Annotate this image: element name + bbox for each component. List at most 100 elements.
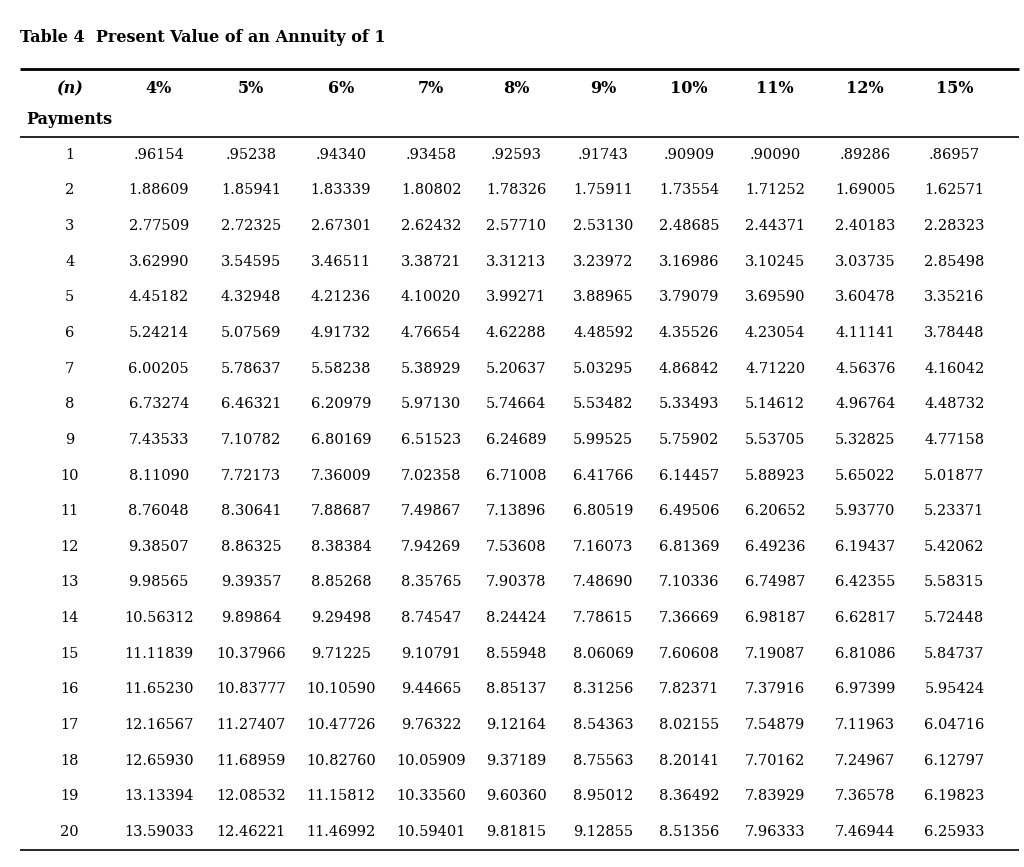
Text: 7.36578: 7.36578 (835, 789, 896, 803)
Text: 10.82760: 10.82760 (306, 753, 376, 767)
Text: 4.77158: 4.77158 (925, 433, 984, 447)
Text: 6.49236: 6.49236 (744, 540, 806, 554)
Text: 7.72173: 7.72173 (221, 468, 281, 483)
Text: 6.20652: 6.20652 (744, 504, 806, 518)
Text: 3.79079: 3.79079 (659, 290, 719, 304)
Text: 7.36009: 7.36009 (310, 468, 372, 483)
Text: 15: 15 (60, 647, 79, 661)
Text: 5.33493: 5.33493 (658, 397, 720, 411)
Text: 8%: 8% (503, 80, 529, 97)
Text: 11.46992: 11.46992 (306, 825, 376, 839)
Text: 10.83777: 10.83777 (216, 682, 286, 696)
Text: 1: 1 (66, 147, 74, 162)
Text: 5.24214: 5.24214 (129, 326, 188, 340)
Text: 8.02155: 8.02155 (659, 718, 719, 732)
Text: 5.53482: 5.53482 (573, 397, 633, 411)
Text: 6.49506: 6.49506 (658, 504, 720, 518)
Text: 1.78326: 1.78326 (486, 184, 546, 198)
Text: 7.46944: 7.46944 (836, 825, 895, 839)
Text: 9.10791: 9.10791 (401, 647, 461, 661)
Text: 8.74547: 8.74547 (401, 611, 461, 625)
Text: 5.23371: 5.23371 (925, 504, 984, 518)
Text: 7.83929: 7.83929 (745, 789, 805, 803)
Text: 12: 12 (60, 540, 79, 554)
Text: 2.44371: 2.44371 (745, 219, 805, 233)
Text: 8.55948: 8.55948 (486, 647, 546, 661)
Text: 4%: 4% (145, 80, 172, 97)
Text: 4.48732: 4.48732 (925, 397, 984, 411)
Text: 7.11963: 7.11963 (836, 718, 895, 732)
Text: 8: 8 (65, 397, 75, 411)
Text: 10.05909: 10.05909 (396, 753, 466, 767)
Text: 3.88965: 3.88965 (572, 290, 634, 304)
Text: 6.24689: 6.24689 (485, 433, 547, 447)
Text: 6.51523: 6.51523 (401, 433, 461, 447)
Text: 5.75902: 5.75902 (659, 433, 719, 447)
Text: 4.56376: 4.56376 (835, 362, 896, 375)
Text: 5.74664: 5.74664 (486, 397, 546, 411)
Text: 4.45182: 4.45182 (129, 290, 188, 304)
Text: .90909: .90909 (664, 147, 715, 162)
Text: .89286: .89286 (840, 147, 891, 162)
Text: .90090: .90090 (750, 147, 801, 162)
Text: .96154: .96154 (133, 147, 184, 162)
Text: 7.13896: 7.13896 (486, 504, 546, 518)
Text: 3.69590: 3.69590 (744, 290, 806, 304)
Text: 8.06069: 8.06069 (572, 647, 634, 661)
Text: 6.46321: 6.46321 (221, 397, 281, 411)
Text: 4.21236: 4.21236 (311, 290, 371, 304)
Text: 5.95424: 5.95424 (925, 682, 984, 696)
Text: 1.69005: 1.69005 (836, 184, 895, 198)
Text: 6.25933: 6.25933 (924, 825, 985, 839)
Text: .93458: .93458 (406, 147, 457, 162)
Text: 4.11141: 4.11141 (836, 326, 895, 340)
Text: 6.62817: 6.62817 (836, 611, 895, 625)
Text: 11.11839: 11.11839 (124, 647, 194, 661)
Text: 19: 19 (60, 789, 79, 803)
Text: 12.16567: 12.16567 (124, 718, 194, 732)
Text: 10.59401: 10.59401 (396, 825, 466, 839)
Text: 6.14457: 6.14457 (659, 468, 719, 483)
Text: 1.71252: 1.71252 (745, 184, 805, 198)
Text: 5.65022: 5.65022 (836, 468, 895, 483)
Text: 10.33560: 10.33560 (396, 789, 466, 803)
Text: 6.42355: 6.42355 (836, 576, 895, 590)
Text: 10.47726: 10.47726 (306, 718, 376, 732)
Text: 9.29498: 9.29498 (311, 611, 371, 625)
Text: 3.60478: 3.60478 (835, 290, 896, 304)
Text: 10%: 10% (671, 80, 708, 97)
Text: 5.14612: 5.14612 (745, 397, 805, 411)
Text: 7.90378: 7.90378 (485, 576, 547, 590)
Text: 3.99271: 3.99271 (486, 290, 546, 304)
Text: 2.40183: 2.40183 (836, 219, 895, 233)
Text: 13.13394: 13.13394 (124, 789, 194, 803)
Text: 2.53130: 2.53130 (573, 219, 633, 233)
Text: 18: 18 (60, 753, 79, 767)
Text: 6.81369: 6.81369 (658, 540, 720, 554)
Text: 9.39357: 9.39357 (221, 576, 281, 590)
Text: 11.65230: 11.65230 (124, 682, 194, 696)
Text: 1.73554: 1.73554 (659, 184, 719, 198)
Text: 6.71008: 6.71008 (485, 468, 547, 483)
Text: 3.31213: 3.31213 (486, 255, 546, 269)
Text: 5.53705: 5.53705 (745, 433, 805, 447)
Text: 12.08532: 12.08532 (216, 789, 286, 803)
Text: 7: 7 (65, 362, 75, 375)
Text: 1.88609: 1.88609 (128, 184, 189, 198)
Text: 3.10245: 3.10245 (745, 255, 805, 269)
Text: 8.36492: 8.36492 (658, 789, 720, 803)
Text: 12.65930: 12.65930 (124, 753, 194, 767)
Text: 6.80169: 6.80169 (310, 433, 372, 447)
Text: 5.78637: 5.78637 (220, 362, 282, 375)
Text: 5.42062: 5.42062 (925, 540, 984, 554)
Text: 4.10020: 4.10020 (401, 290, 461, 304)
Text: 14: 14 (60, 611, 79, 625)
Text: 7.53608: 7.53608 (485, 540, 547, 554)
Text: 10.10590: 10.10590 (306, 682, 376, 696)
Text: 10: 10 (60, 468, 79, 483)
Text: 3.16986: 3.16986 (658, 255, 720, 269)
Text: 8.51356: 8.51356 (659, 825, 719, 839)
Text: 11.68959: 11.68959 (216, 753, 286, 767)
Text: 20: 20 (60, 825, 79, 839)
Text: 9.44665: 9.44665 (401, 682, 461, 696)
